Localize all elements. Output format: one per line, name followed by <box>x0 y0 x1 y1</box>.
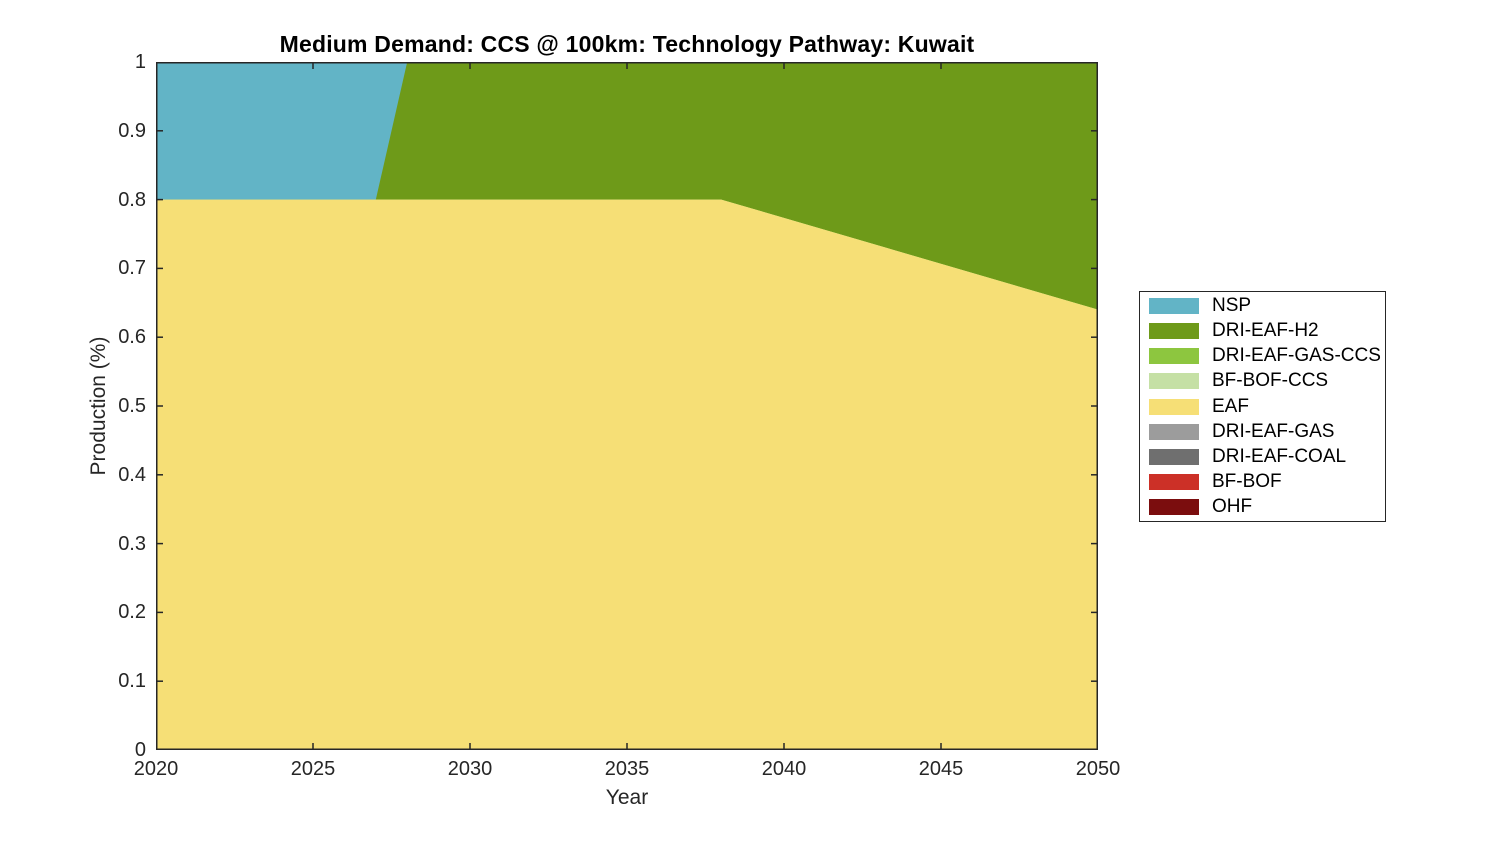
plot-area <box>156 62 1098 750</box>
x-tick-label: 2035 <box>604 758 650 780</box>
y-tick-label: 0.1 <box>118 670 146 693</box>
x-tick-label: 2040 <box>761 758 807 780</box>
legend-item-bf-bof-ccs: BF-BOF-CCS <box>1149 369 1385 394</box>
y-tick-label: 0.2 <box>118 601 146 624</box>
legend-swatch-dri-eaf-h2 <box>1149 322 1199 339</box>
legend-swatch-bf-bof-ccs <box>1149 373 1199 390</box>
y-tick-label: 0.6 <box>118 326 146 349</box>
legend-item-bf-bof: BF-BOF <box>1149 469 1385 494</box>
x-tick-label: 2025 <box>290 758 336 780</box>
y-tick-label: 0.5 <box>118 395 146 417</box>
legend-label: DRI-EAF-H2 <box>1212 319 1319 341</box>
x-tick-label: 2050 <box>1075 758 1121 780</box>
legend-item-ohf: OHF <box>1149 495 1385 520</box>
legend-label: DRI-EAF-GAS-CCS <box>1212 345 1381 367</box>
legend-item-eaf: EAF <box>1149 394 1385 419</box>
legend-label: OHF <box>1212 496 1253 518</box>
legend-item-dri-eaf-coal: DRI-EAF-COAL <box>1149 444 1385 469</box>
legend-label: BF-BOF <box>1212 471 1282 493</box>
legend-swatch-eaf <box>1149 398 1199 415</box>
legend-label: NSP <box>1212 294 1252 316</box>
y-tick-label: 1 <box>134 51 146 73</box>
legend-label: DRI-EAF-GAS <box>1212 420 1335 442</box>
legend: NSP DRI-EAF-H2 DRI-EAF-GAS-CCS BF-BOF-CCS EA… <box>1139 291 1386 522</box>
area-eaf <box>156 199 1098 750</box>
stacked-area-chart <box>156 62 1098 750</box>
x-axis-label: Year <box>605 786 649 809</box>
y-axis-label: Production (%) <box>87 336 110 476</box>
legend-swatch-bf-bof <box>1149 474 1199 491</box>
legend-item-dri-eaf-gas-ccs: DRI-EAF-GAS-CCS <box>1149 344 1385 369</box>
y-tick-label: 0.7 <box>118 257 146 280</box>
y-tick-label: 0.4 <box>118 463 146 486</box>
x-tick-label: 2030 <box>447 758 493 780</box>
legend-swatch-ohf <box>1149 499 1199 516</box>
legend-label: EAF <box>1212 395 1249 417</box>
axes-box <box>156 62 1098 750</box>
x-tick-label: 2020 <box>133 758 179 780</box>
legend-label: BF-BOF-CCS <box>1212 370 1329 392</box>
y-tick-label: 0.9 <box>118 119 146 142</box>
y-tick-label: 0.8 <box>118 188 146 211</box>
y-tick-label: 0 <box>134 739 146 761</box>
chart-title: Medium Demand: CCS @ 100km: Technology P… <box>279 31 975 57</box>
legend-item-nsp: NSP <box>1149 293 1385 318</box>
legend-swatch-nsp <box>1149 297 1199 314</box>
y-tick-label: 0.3 <box>118 532 146 555</box>
legend-item-dri-eaf-h2: DRI-EAF-H2 <box>1149 318 1385 343</box>
x-tick-label: 2045 <box>918 758 964 780</box>
legend-swatch-dri-eaf-coal <box>1149 448 1199 465</box>
legend-swatch-dri-eaf-gas-ccs <box>1149 348 1199 365</box>
legend-item-dri-eaf-gas: DRI-EAF-GAS <box>1149 419 1385 444</box>
legend-label: DRI-EAF-COAL <box>1212 445 1347 467</box>
legend-swatch-dri-eaf-gas <box>1149 423 1199 440</box>
